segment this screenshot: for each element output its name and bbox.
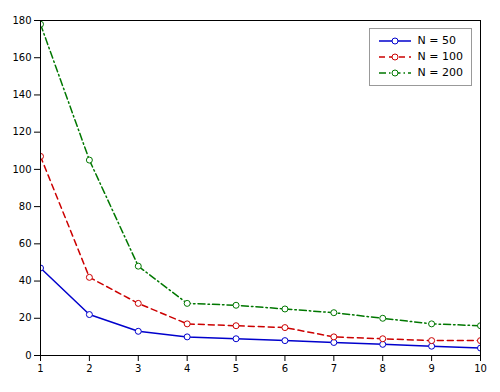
html-text:N = 200: N = 200 bbox=[417, 66, 463, 79]
svg-text:40: 40 bbox=[19, 275, 32, 286]
svg-text:120: 120 bbox=[12, 126, 31, 137]
svg-text:9: 9 bbox=[428, 363, 434, 374]
svg-text:4: 4 bbox=[184, 363, 190, 374]
svg-text:10: 10 bbox=[474, 363, 487, 374]
svg-text:8: 8 bbox=[380, 363, 386, 374]
svg-text:1: 1 bbox=[37, 363, 43, 374]
html-text:N = 50: N = 50 bbox=[417, 34, 456, 47]
svg-text:100: 100 bbox=[12, 164, 31, 175]
html-text:N = 100: N = 100 bbox=[417, 50, 463, 63]
svg-text:6: 6 bbox=[282, 363, 288, 374]
svg-text:0: 0 bbox=[25, 350, 31, 361]
svg-text:140: 140 bbox=[12, 89, 31, 100]
svg-text:80: 80 bbox=[19, 201, 32, 212]
svg-text:180: 180 bbox=[12, 15, 31, 26]
svg-text:20: 20 bbox=[19, 312, 32, 323]
svg-text:3: 3 bbox=[135, 363, 141, 374]
svg-text:7: 7 bbox=[331, 363, 337, 374]
svg-text:2: 2 bbox=[86, 363, 92, 374]
svg-text:60: 60 bbox=[19, 238, 32, 249]
svg-text:5: 5 bbox=[233, 363, 239, 374]
svg-text:160: 160 bbox=[12, 52, 31, 63]
